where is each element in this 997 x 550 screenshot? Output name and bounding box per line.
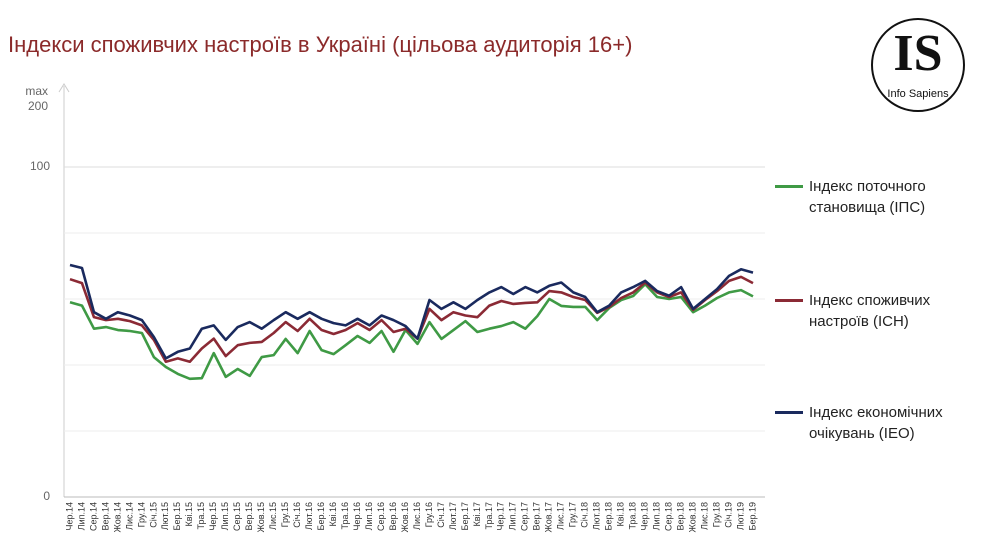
x-tick-label: Січ.19 xyxy=(723,502,733,528)
x-tick-label: Тра.18 xyxy=(628,502,638,530)
x-tick-label: Гру.15 xyxy=(280,502,290,527)
series-line xyxy=(69,282,754,381)
x-tick-label: Вер.14 xyxy=(100,502,110,531)
x-tick-label: Лис.16 xyxy=(412,502,422,530)
x-tick-label: Чер.17 xyxy=(496,502,506,531)
x-tick-label: Бер.16 xyxy=(316,502,326,530)
y-tick-label: 100 xyxy=(30,159,50,173)
x-tick-label: Сер.18 xyxy=(663,502,673,531)
x-tick-label: Лип.14 xyxy=(76,502,86,530)
legend-item: Індекс споживчих настроїв (ІСН) xyxy=(775,290,965,332)
chart-title: Індекси споживчих настроїв в Україні (ці… xyxy=(8,32,632,57)
x-tick-label: Чер.14 xyxy=(64,502,74,531)
x-tick-label: Сер.14 xyxy=(88,502,98,531)
x-tick-label: Кві.15 xyxy=(184,502,194,527)
x-tick-label: Бер.17 xyxy=(460,502,470,530)
x-tick-label: Жов.17 xyxy=(544,502,554,533)
x-tick-label: Чер.15 xyxy=(208,502,218,531)
x-tick-label: Сер.17 xyxy=(520,502,530,531)
legend-swatch xyxy=(775,299,803,302)
y-tick-label: 0 xyxy=(43,489,50,503)
x-tick-label: Лис.18 xyxy=(699,502,709,530)
x-tick-label: Гру.17 xyxy=(568,502,578,527)
legend-label: Індекс поточного становища (ІПС) xyxy=(809,178,926,216)
x-tick-label: Лип.15 xyxy=(220,502,230,530)
x-tick-label: Тра.16 xyxy=(340,502,350,530)
x-tick-label: Лис.15 xyxy=(268,502,278,530)
legend-label: Індекс споживчих настроїв (ІСН) xyxy=(809,292,931,330)
x-tick-label: Сер.15 xyxy=(232,502,242,531)
x-tick-label: Бер.15 xyxy=(172,502,182,530)
x-tick-label: Гру.18 xyxy=(711,502,721,527)
x-tick-label: Гру.14 xyxy=(136,502,146,527)
x-tick-label: Кві.17 xyxy=(472,502,482,527)
x-tick-label: Жов.18 xyxy=(687,502,697,533)
x-tick-label: Лис.17 xyxy=(556,502,566,530)
legend-swatch xyxy=(775,411,803,414)
x-tick-label: Лют.18 xyxy=(592,502,602,530)
logo-name: Info Sapiens xyxy=(887,88,949,100)
x-tick-label: Вер.16 xyxy=(388,502,398,531)
legend-item: Індекс економічних очікувань (ІЕО) xyxy=(775,402,965,444)
x-tick-label: Жов.14 xyxy=(112,502,122,533)
logo-circle xyxy=(871,18,965,112)
x-tick-label: Вер.18 xyxy=(675,502,685,531)
x-tick-label: Бер.18 xyxy=(604,502,614,530)
x-tick-label: Вер.15 xyxy=(244,502,254,531)
x-tick-label: Тра.17 xyxy=(484,502,494,530)
x-tick-label: Січ.18 xyxy=(580,502,590,528)
x-tick-label: Січ.17 xyxy=(436,502,446,528)
logo-mark: IS xyxy=(893,25,942,82)
x-tick-label: Кві.16 xyxy=(328,502,338,527)
x-tick-label: Лип.17 xyxy=(508,502,518,530)
x-tick-label: Січ.15 xyxy=(148,502,158,528)
x-tick-label: Кві.18 xyxy=(616,502,626,527)
x-tick-label: Жов.16 xyxy=(400,502,410,533)
x-tick-label: Чер.16 xyxy=(352,502,362,531)
legend-item: Індекс поточного становища (ІПС) xyxy=(775,176,965,218)
x-tick-label: Лют.17 xyxy=(448,502,458,530)
x-tick-label: Вер.17 xyxy=(532,502,542,531)
axis-arrow xyxy=(58,83,70,93)
x-tick-label: Січ.16 xyxy=(292,502,302,528)
x-tick-label: Тра.15 xyxy=(196,502,206,530)
x-tick-label: Жов.15 xyxy=(256,502,266,533)
x-tick-label: Лют.15 xyxy=(160,502,170,530)
legend-label: Індекс економічних очікувань (ІЕО) xyxy=(809,404,943,442)
x-tick-label: Лис.14 xyxy=(124,502,134,530)
logo: IS Info Sapiens xyxy=(871,18,965,112)
x-tick-label: Бер.19 xyxy=(747,502,757,530)
x-tick-label: Сер.16 xyxy=(376,502,386,531)
legend-swatch xyxy=(775,185,803,188)
series-line xyxy=(69,263,754,360)
x-tick-label: Лип.16 xyxy=(364,502,374,530)
axis-annotation: max 200 xyxy=(25,84,48,113)
x-tick-label: Лют.19 xyxy=(735,502,745,530)
x-tick-label: Чер.18 xyxy=(640,502,650,531)
x-tick-label: Лют.16 xyxy=(304,502,314,530)
x-tick-label: Лип.18 xyxy=(652,502,662,530)
x-tick-label: Гру.16 xyxy=(424,502,434,527)
